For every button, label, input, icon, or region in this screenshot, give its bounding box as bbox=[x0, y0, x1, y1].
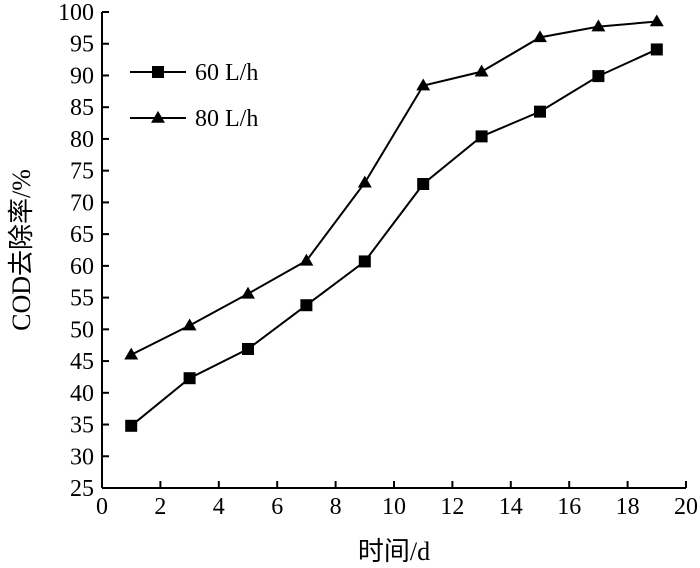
y-tick-label: 30 bbox=[70, 444, 94, 470]
data-point bbox=[475, 130, 488, 143]
data-point bbox=[592, 70, 605, 83]
legend-marker bbox=[151, 110, 165, 123]
y-axis-ticks: 25 30 35 40 45 50 55 60 65 70 75 80 85 90 95 100 bbox=[58, 0, 109, 502]
data-point bbox=[241, 286, 255, 299]
x-tick-label: 10 bbox=[382, 494, 406, 520]
legend-label: 80 L/h bbox=[195, 106, 258, 132]
y-tick-label: 45 bbox=[70, 349, 94, 375]
y-tick-label: 95 bbox=[70, 32, 94, 58]
data-point bbox=[182, 318, 197, 331]
y-tick-label: 80 bbox=[70, 127, 94, 153]
x-tick-label: 18 bbox=[616, 494, 640, 520]
x-tick-label: 20 bbox=[674, 494, 698, 520]
x-tick-label: 2 bbox=[154, 494, 166, 520]
series-line bbox=[130, 20, 657, 356]
data-point bbox=[242, 343, 254, 356]
x-tick-label: 6 bbox=[271, 494, 283, 520]
y-tick-label: 70 bbox=[70, 190, 94, 216]
data-point bbox=[533, 30, 547, 43]
series-line bbox=[130, 48, 658, 427]
y-tick-label: 100 bbox=[58, 0, 94, 26]
data-point bbox=[358, 255, 371, 268]
series-layer bbox=[124, 14, 664, 432]
y-tick-label: 50 bbox=[70, 317, 94, 343]
y-axis-title: COD去除率/% bbox=[7, 169, 36, 331]
y-tick-label: 75 bbox=[70, 159, 94, 185]
y-tick-label: 40 bbox=[70, 381, 94, 407]
data-point bbox=[650, 43, 663, 56]
y-tick-label: 25 bbox=[70, 476, 94, 502]
x-tick-label: 14 bbox=[499, 494, 523, 520]
data-point bbox=[357, 175, 372, 188]
data-point bbox=[183, 372, 196, 385]
data-point bbox=[417, 177, 430, 190]
legend: 60 L/h 80 L/h bbox=[130, 60, 258, 132]
y-tick-label: 85 bbox=[70, 95, 94, 121]
x-axis-title: 时间/d bbox=[358, 537, 430, 566]
data-point bbox=[534, 105, 546, 118]
data-point bbox=[591, 19, 606, 32]
legend-item: 60 L/h bbox=[130, 60, 258, 86]
x-axis-ticks: 0 2 4 6 8 10 12 14 16 18 20 bbox=[96, 481, 698, 520]
data-point bbox=[416, 78, 431, 91]
x-tick-label: 12 bbox=[440, 494, 464, 520]
y-tick-label: 55 bbox=[70, 286, 94, 312]
y-tick-label: 60 bbox=[70, 254, 94, 280]
axes bbox=[101, 12, 686, 489]
data-point bbox=[125, 419, 138, 432]
x-tick-label: 16 bbox=[557, 494, 581, 520]
x-tick-label: 8 bbox=[330, 494, 342, 520]
x-tick-label: 0 bbox=[96, 494, 108, 520]
data-point bbox=[299, 253, 314, 266]
series-2 bbox=[124, 14, 664, 360]
x-tick-label: 4 bbox=[213, 494, 225, 520]
data-point bbox=[124, 347, 139, 360]
data-point bbox=[649, 14, 664, 27]
y-tick-label: 90 bbox=[70, 63, 94, 89]
legend-label: 60 L/h bbox=[195, 60, 258, 86]
y-tick-label: 65 bbox=[70, 222, 94, 248]
series-1 bbox=[125, 43, 663, 432]
data-point bbox=[300, 299, 313, 312]
legend-marker bbox=[152, 66, 164, 78]
data-point bbox=[474, 64, 489, 77]
legend-item: 80 L/h bbox=[130, 106, 258, 132]
y-tick-label: 35 bbox=[70, 413, 94, 439]
